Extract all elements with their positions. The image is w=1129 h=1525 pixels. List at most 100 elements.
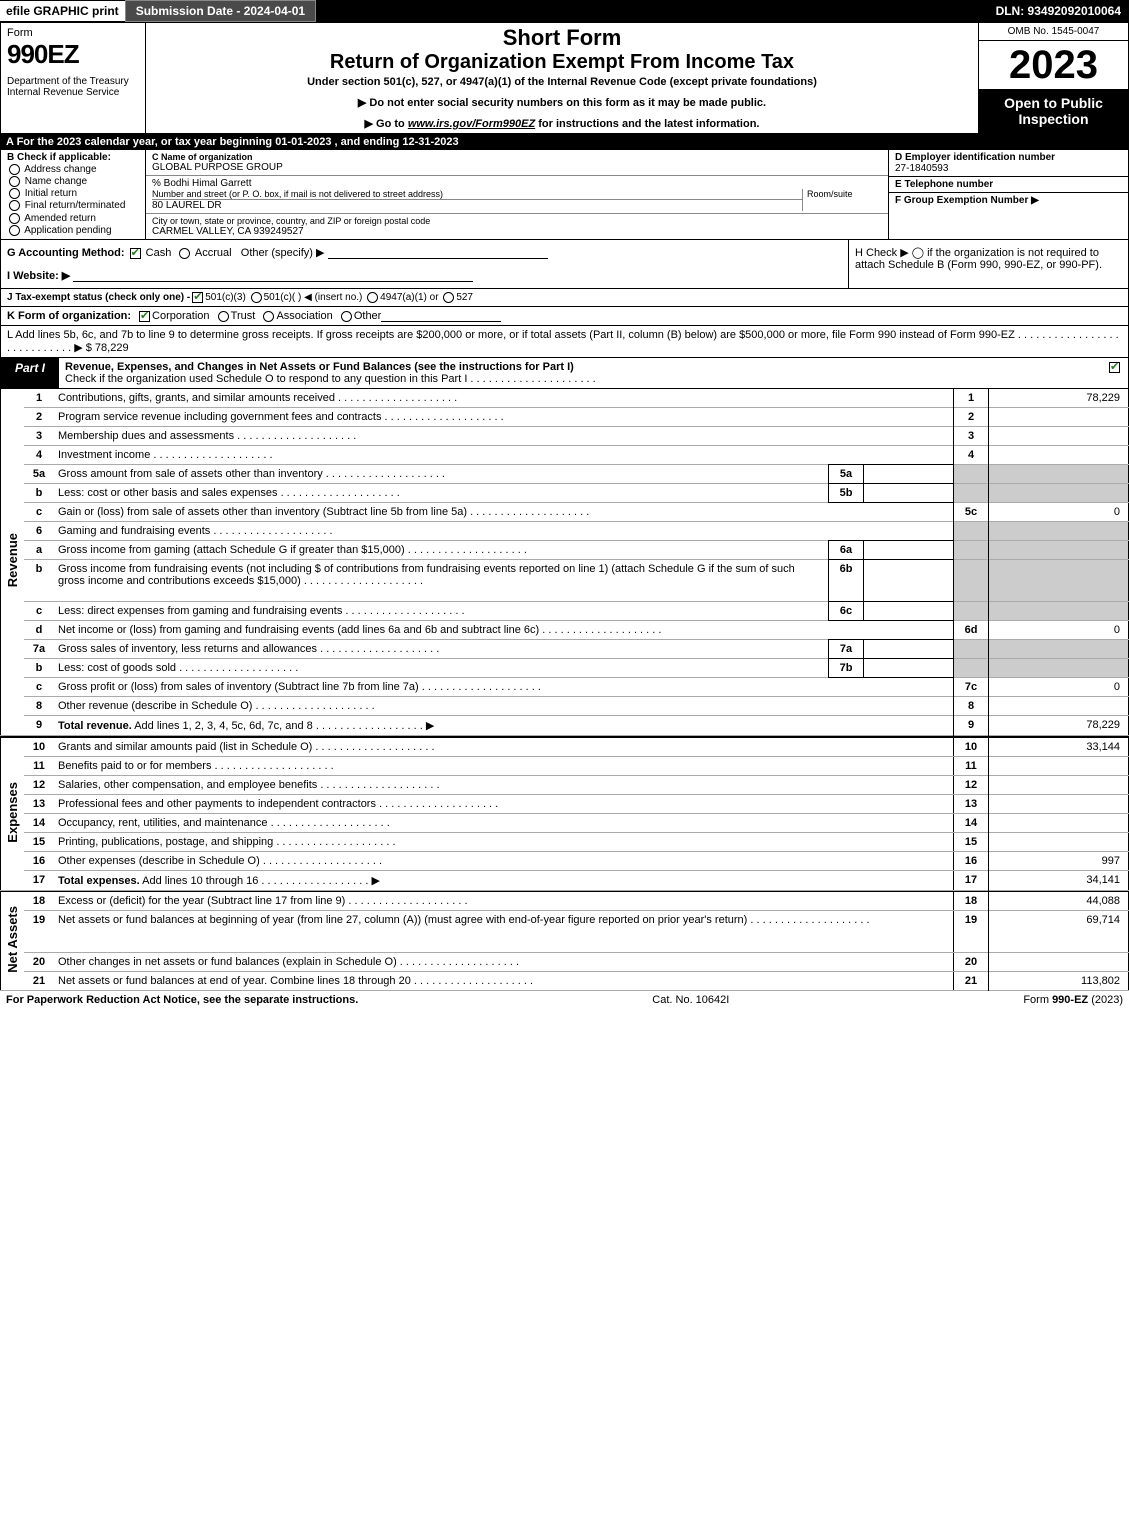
sub-line-no: 5a (829, 465, 864, 484)
org-name: GLOBAL PURPOSE GROUP (152, 162, 882, 173)
chk-final-return[interactable]: Final return/terminated (7, 200, 139, 211)
line-number: 10 (24, 737, 54, 757)
line-val-col: 997 (989, 852, 1129, 871)
sub-line-val (864, 640, 954, 659)
line-number: a (24, 541, 54, 560)
table-row: 17Total expenses. Add lines 10 through 1… (1, 871, 1129, 891)
chk-501c[interactable] (251, 292, 262, 303)
line-val-col: 0 (989, 503, 1129, 522)
chk-name-change[interactable]: Name change (7, 176, 139, 187)
line-description: Salaries, other compensation, and employ… (54, 776, 954, 795)
table-row: 6Gaming and fundraising events . . . . .… (1, 522, 1129, 541)
line-num-col: 2 (954, 408, 989, 427)
line-number: 11 (24, 757, 54, 776)
line-num-col: 21 (954, 972, 989, 991)
line-num-col (954, 541, 989, 560)
addr-label: Number and street (or P. O. box, if mail… (152, 189, 802, 200)
ein-label: D Employer identification number (895, 152, 1122, 163)
line-number: 5a (24, 465, 54, 484)
line-val-col (989, 697, 1129, 716)
line-number: 4 (24, 446, 54, 465)
other-org-input[interactable] (381, 310, 501, 322)
line-val-col (989, 408, 1129, 427)
header-center: Short Form Return of Organization Exempt… (146, 23, 978, 133)
line-num-col: 16 (954, 852, 989, 871)
col-d: D Employer identification number 27-1840… (888, 150, 1128, 239)
table-row: 16Other expenses (describe in Schedule O… (1, 852, 1129, 871)
chk-amended-return[interactable]: Amended return (7, 213, 139, 224)
room-label: Room/suite (807, 189, 853, 199)
line-number: b (24, 560, 54, 602)
chk-cash[interactable] (130, 248, 141, 259)
chk-501c3[interactable] (192, 292, 203, 303)
bullet-ssn: ▶ Do not enter social security numbers o… (152, 96, 972, 109)
line-number: 13 (24, 795, 54, 814)
line-description: Other expenses (describe in Schedule O) … (54, 852, 954, 871)
chk-association[interactable] (263, 311, 274, 322)
chk-corporation[interactable] (139, 311, 150, 322)
table-row: 12Salaries, other compensation, and empl… (1, 776, 1129, 795)
sub-line-no: 5b (829, 484, 864, 503)
line-number: 12 (24, 776, 54, 795)
line-val-col (989, 659, 1129, 678)
gh-row: G Accounting Method: Cash Accrual Other … (0, 240, 1129, 289)
line-num-col: 3 (954, 427, 989, 446)
table-row: Revenue1Contributions, gifts, grants, an… (1, 389, 1129, 408)
line-number: 21 (24, 972, 54, 991)
line-num-col: 19 (954, 911, 989, 953)
line-description: Excess or (deficit) for the year (Subtra… (54, 892, 954, 911)
chk-application-pending[interactable]: Application pending (7, 225, 139, 236)
sub-line-val (864, 484, 954, 503)
table-row: 21Net assets or fund balances at end of … (1, 972, 1129, 991)
line-i: I Website: ▶ (7, 269, 842, 282)
line-val-col (989, 465, 1129, 484)
line-val-col: 34,141 (989, 871, 1129, 891)
table-row: cGross profit or (loss) from sales of in… (1, 678, 1129, 697)
table-row: bGross income from fundraising events (n… (1, 560, 1129, 602)
irs-link[interactable]: www.irs.gov/Form990EZ (408, 118, 535, 130)
chk-trust[interactable] (218, 311, 229, 322)
line-number: c (24, 602, 54, 621)
table-row: cLess: direct expenses from gaming and f… (1, 602, 1129, 621)
line-num-col (954, 602, 989, 621)
chk-4947[interactable] (367, 292, 378, 303)
line-description: Total revenue. Add lines 1, 2, 3, 4, 5c,… (54, 716, 954, 736)
c-label: C Name of organization (152, 152, 882, 162)
chk-other-org[interactable] (341, 311, 352, 322)
chk-527[interactable] (443, 292, 454, 303)
line-num-col: 14 (954, 814, 989, 833)
open-public: Open to Public Inspection (979, 89, 1128, 133)
line-description: Other changes in net assets or fund bala… (54, 953, 954, 972)
sub-line-val (864, 541, 954, 560)
line-description: Gain or (loss) from sale of assets other… (54, 503, 954, 522)
col-b: B Check if applicable: Address change Na… (1, 150, 146, 239)
footer-left: For Paperwork Reduction Act Notice, see … (6, 994, 358, 1006)
table-row: 8Other revenue (describe in Schedule O) … (1, 697, 1129, 716)
line-description: Gross sales of inventory, less returns a… (54, 640, 829, 659)
chk-initial-return[interactable]: Initial return (7, 188, 139, 199)
line-val-col (989, 953, 1129, 972)
line-number: 16 (24, 852, 54, 871)
col-c: C Name of organization GLOBAL PURPOSE GR… (146, 150, 888, 239)
line-num-col: 9 (954, 716, 989, 736)
website-input[interactable] (73, 270, 473, 282)
line-description: Less: cost of goods sold . . . . . . . .… (54, 659, 829, 678)
line-num-col: 6d (954, 621, 989, 640)
line-num-col: 4 (954, 446, 989, 465)
short-form-title: Short Form (152, 25, 972, 51)
dln-number: DLN: 93492092010064 (988, 1, 1129, 21)
chk-accrual[interactable] (179, 248, 190, 259)
line-k: K Form of organization: Corporation Trus… (0, 307, 1129, 326)
line-num-col (954, 659, 989, 678)
chk-address-change[interactable]: Address change (7, 164, 139, 175)
line-val-col: 44,088 (989, 892, 1129, 911)
efile-label[interactable]: efile GRAPHIC print (0, 1, 125, 21)
line-number: 3 (24, 427, 54, 446)
line-val-col (989, 522, 1129, 541)
other-method-input[interactable] (328, 247, 548, 259)
line-number: 15 (24, 833, 54, 852)
sub-line-val (864, 659, 954, 678)
line-j: J Tax-exempt status (check only one) - 5… (0, 289, 1129, 307)
part1-schedule-o-check[interactable] (1101, 358, 1128, 388)
table-row: Expenses10Grants and similar amounts pai… (1, 737, 1129, 757)
